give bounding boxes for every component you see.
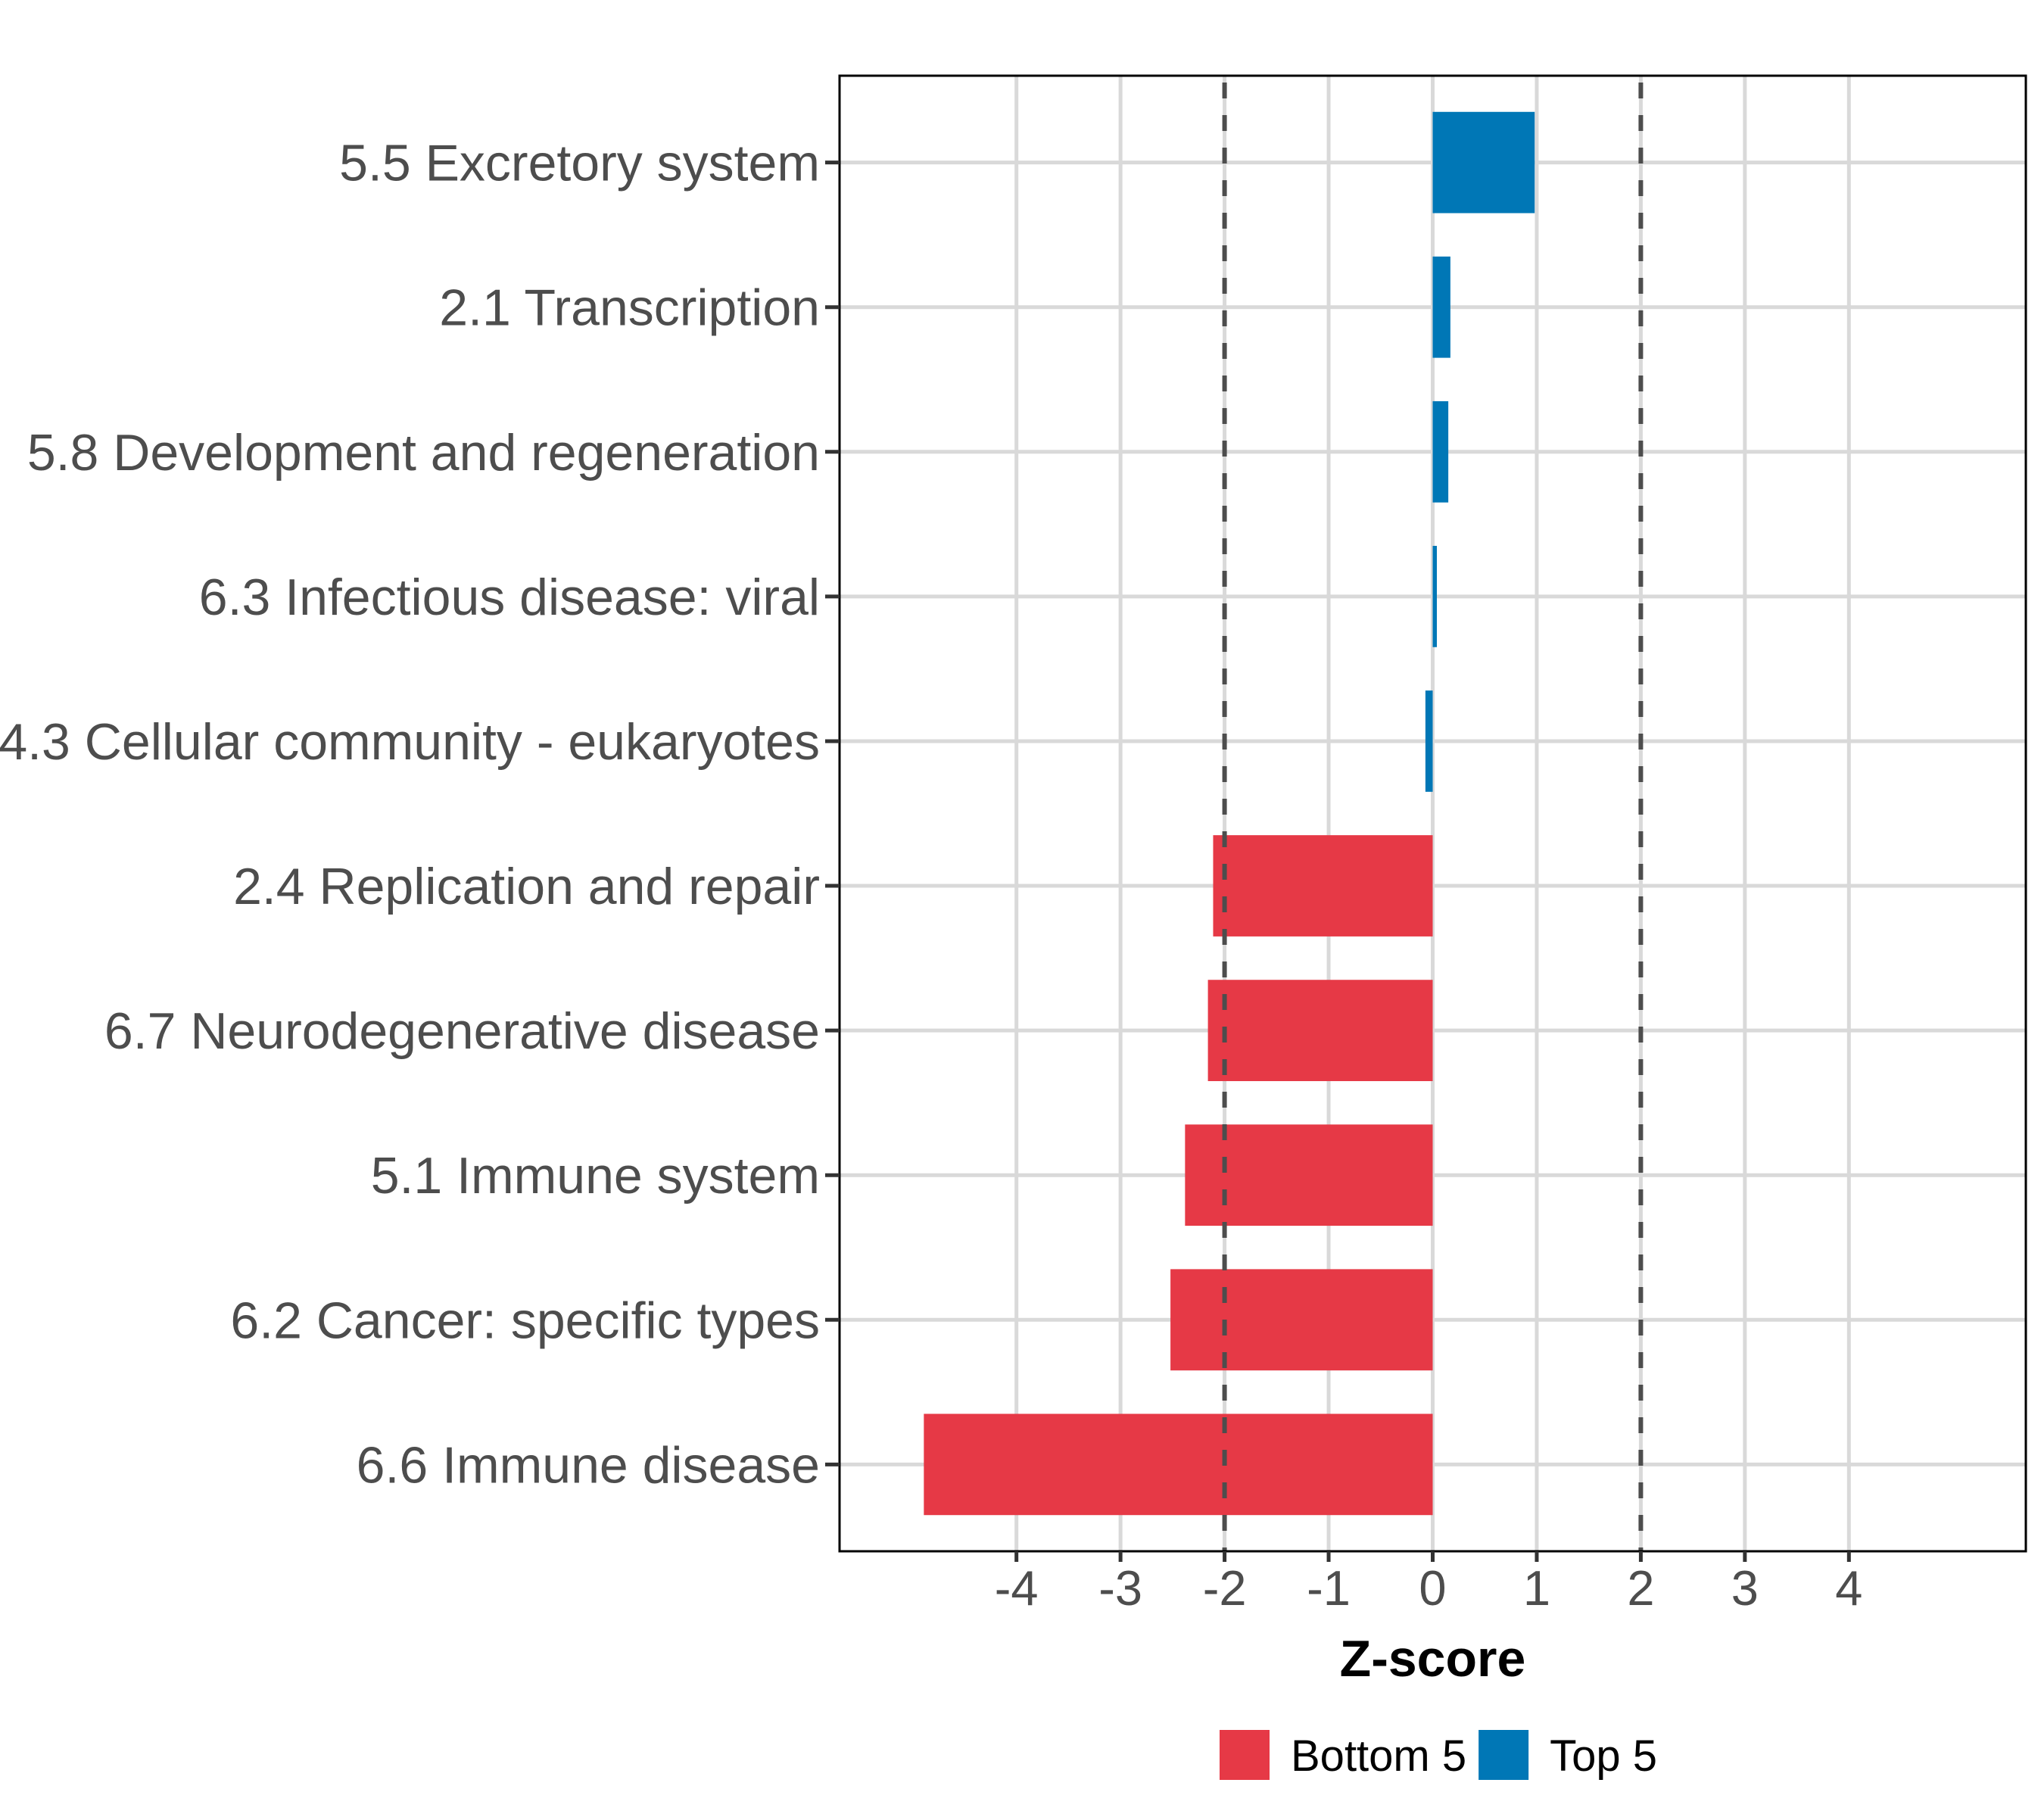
bar	[1213, 835, 1433, 937]
x-axis: -4 -3 -2 -1 0 1 2 3 4	[995, 1551, 1862, 1616]
y-axis: 5.5 Excretory system 2.1 Transcription 5.8…	[0, 135, 840, 1494]
bar	[1207, 980, 1433, 1081]
bar	[1432, 256, 1450, 358]
bar	[1170, 1269, 1433, 1371]
y-tick-label: 6.6 Immune disease	[357, 1436, 820, 1494]
legend-item: Top 5	[1478, 1730, 1657, 1781]
y-tick-label: 5.1 Immune system	[371, 1147, 820, 1205]
bar	[1185, 1124, 1433, 1226]
legend-key-swatch	[1220, 1730, 1270, 1780]
y-tick-label: 6.3 Infectious disease: viral	[199, 569, 820, 626]
y-tick-label: 6.7 Neurodegenerative disease	[104, 1002, 820, 1060]
y-tick-label: 5.8 Development and regeneration	[27, 424, 820, 482]
legend-item: Bottom 5	[1220, 1730, 1466, 1781]
legend-label: Top 5	[1550, 1731, 1657, 1781]
bar	[1432, 400, 1449, 503]
legend-key-swatch	[1478, 1730, 1529, 1780]
x-tick-label: 0	[1419, 1560, 1446, 1616]
y-tick-label: 5.5 Excretory system	[339, 135, 820, 192]
bars	[924, 111, 1535, 1516]
bar	[924, 1413, 1433, 1516]
legend-label: Bottom 5	[1291, 1731, 1466, 1781]
x-tick-label: -1	[1307, 1560, 1351, 1616]
reference-lines	[1222, 76, 1644, 1551]
x-tick-label: 3	[1731, 1560, 1759, 1616]
bar	[1432, 546, 1437, 647]
x-tick-label: -2	[1203, 1560, 1247, 1616]
x-tick-label: -3	[1098, 1560, 1142, 1616]
x-tick-label: 1	[1523, 1560, 1550, 1616]
y-tick-label: 6.2 Cancer: specific types	[230, 1292, 820, 1349]
y-tick-label: 2.4 Replication and repair	[233, 858, 820, 915]
x-axis-title: Z-score	[1340, 1630, 1526, 1688]
bar	[1425, 690, 1433, 792]
y-tick-label: 2.1 Transcription	[439, 279, 820, 337]
bar	[1432, 111, 1535, 213]
legend: Bottom 5 Top 5	[1220, 1730, 1657, 1781]
y-tick-label: 4.3 Cellular community - eukaryotes	[0, 713, 820, 771]
x-tick-label: 2	[1627, 1560, 1654, 1616]
x-tick-label: -4	[995, 1560, 1039, 1616]
x-tick-label: 4	[1835, 1560, 1862, 1616]
